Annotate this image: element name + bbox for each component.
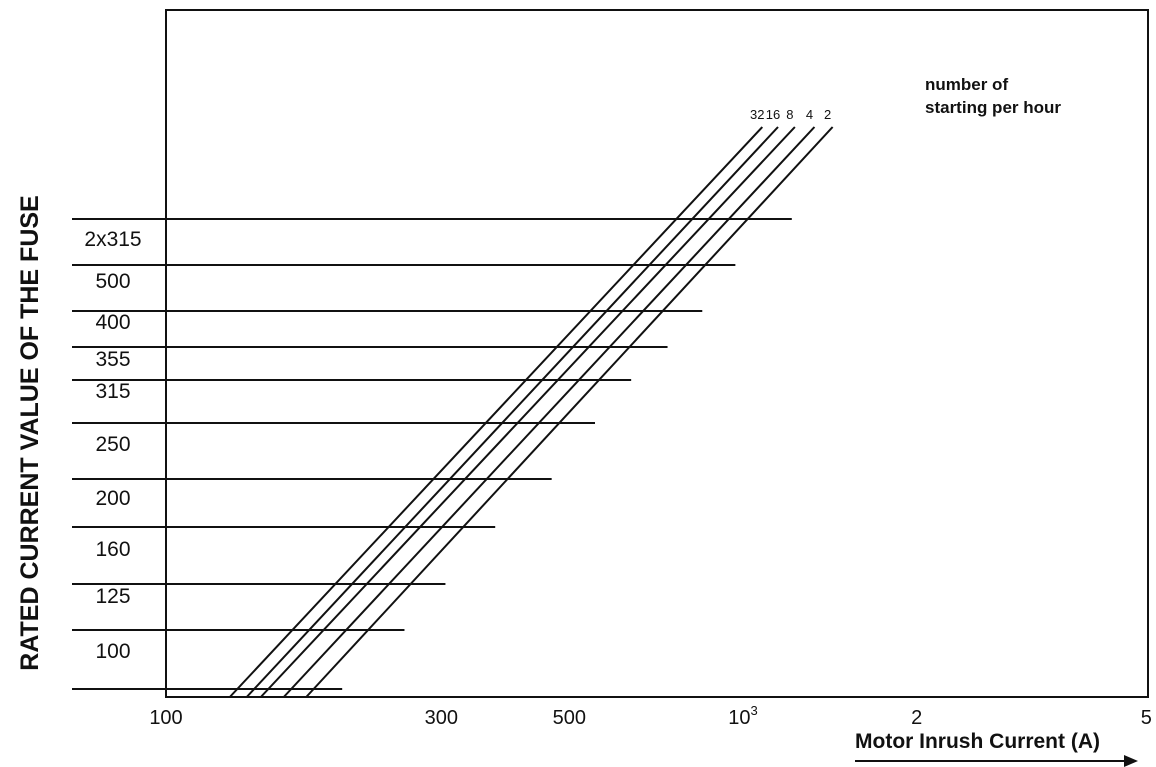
x-tick-label: 5 (1141, 707, 1152, 729)
x-tick-label: 500 (553, 707, 586, 729)
x-tick-label: 100 (149, 707, 182, 729)
starting-curve-16 (245, 126, 779, 698)
curve-label-2: 2 (824, 107, 831, 122)
fuse-rating-labels: 100 125 160 200 250 315 355 400 500 2x315 (84, 228, 141, 663)
starting-curve-8 (260, 126, 796, 698)
x-axis-arrow (855, 755, 1138, 767)
fuse-rating-label: 400 (95, 311, 130, 334)
curve-label-32: 32 (750, 107, 764, 122)
fuse-rating-label: 2x315 (84, 228, 141, 251)
starting-curve-4 (283, 126, 816, 698)
x-tick-label: 300 (425, 707, 458, 729)
fuse-rating-label: 125 (95, 585, 130, 608)
fuse-rating-label: 500 (95, 270, 130, 293)
fuse-rating-label: 355 (95, 348, 130, 371)
x-tick-labels: 100 300 500 103 2 5 (149, 703, 1152, 729)
fuse-rating-label: 160 (95, 538, 130, 561)
y-axis-title: RATED CURRENT VALUE OF THE FUSE (16, 195, 44, 670)
fuse-rating-label: 200 (95, 487, 130, 510)
starting-curve-labels: 32 16 8 4 2 (750, 107, 831, 122)
x-axis-title: Motor Inrush Current (A) (855, 730, 1100, 753)
starting-curve-32 (229, 126, 764, 698)
x-tick-superscript: 3 (751, 703, 758, 718)
x-tick-label: 2 (911, 707, 922, 729)
fuse-rating-label: 100 (95, 640, 130, 663)
curve-label-4: 4 (806, 107, 813, 122)
fuse-rating-label: 315 (95, 380, 130, 403)
x-tick-label: 103 (728, 703, 757, 729)
starting-curve-2 (305, 126, 834, 698)
series-annotation-line-2: starting per hour (925, 98, 1061, 117)
starting-curves (229, 126, 834, 698)
curve-label-8: 8 (786, 107, 793, 122)
plot-frame (165, 9, 1149, 698)
fuse-rating-label: 250 (95, 433, 130, 456)
fuse-rating-lines (72, 218, 792, 690)
curve-label-16: 16 (766, 107, 780, 122)
series-annotation-line-1: number of (925, 75, 1008, 94)
